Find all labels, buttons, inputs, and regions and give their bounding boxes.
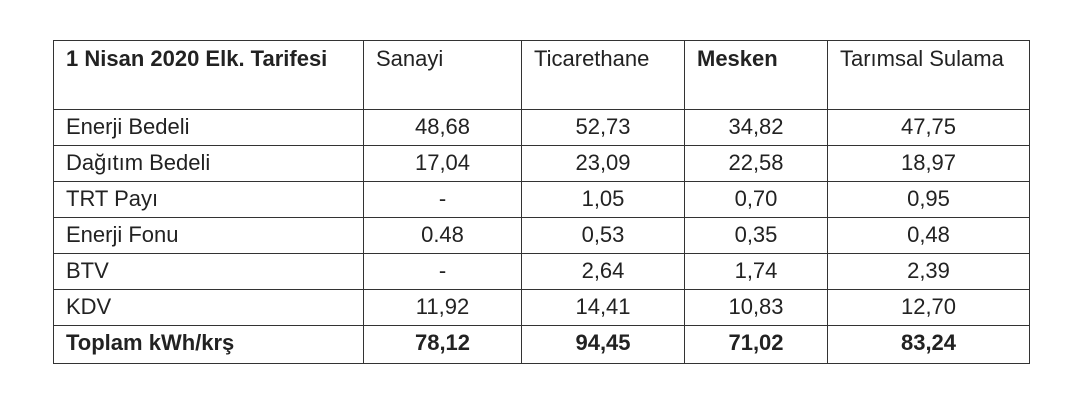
cell-value: 1,74: [684, 253, 828, 290]
table-header: 1 Nisan 2020 Elk. Tarifesi Sanayi Ticare…: [53, 40, 1030, 110]
table-row: TRT Payı - 1,05 0,70 0,95: [53, 181, 1030, 218]
cell-value: 18,97: [827, 145, 1030, 182]
cell-value: 10,83: [684, 289, 828, 326]
header-sanayi: Sanayi: [363, 40, 522, 110]
table-body: Enerji Bedeli 48,68 52,73 34,82 47,75 Da…: [53, 109, 1030, 364]
row-label: KDV: [53, 289, 364, 326]
cell-value: 0,53: [521, 217, 685, 254]
cell-value: 0,70: [684, 181, 828, 218]
total-label: Toplam kWh/krş: [53, 325, 364, 364]
header-row: 1 Nisan 2020 Elk. Tarifesi Sanayi Ticare…: [53, 40, 1030, 110]
total-value: 71,02: [684, 325, 828, 364]
table-row: Dağıtım Bedeli 17,04 23,09 22,58 18,97: [53, 145, 1030, 182]
row-label: TRT Payı: [53, 181, 364, 218]
table-row: KDV 11,92 14,41 10,83 12,70: [53, 289, 1030, 326]
total-value: 78,12: [363, 325, 522, 364]
table-row: Enerji Fonu 0.48 0,53 0,35 0,48: [53, 217, 1030, 254]
cell-value: 1,05: [521, 181, 685, 218]
cell-value: 23,09: [521, 145, 685, 182]
header-tarimsal-sulama: Tarımsal Sulama: [827, 40, 1030, 110]
row-label: BTV: [53, 253, 364, 290]
cell-value: 2,64: [521, 253, 685, 290]
total-value: 83,24: [827, 325, 1030, 364]
total-value: 94,45: [521, 325, 685, 364]
cell-value: -: [363, 181, 522, 218]
cell-value: 0,35: [684, 217, 828, 254]
cell-value: 48,68: [363, 109, 522, 146]
cell-value: 52,73: [521, 109, 685, 146]
header-mesken: Mesken: [684, 40, 828, 110]
cell-value: 0,48: [827, 217, 1030, 254]
row-label: Dağıtım Bedeli: [53, 145, 364, 182]
table-row: BTV - 2,64 1,74 2,39: [53, 253, 1030, 290]
cell-value: 14,41: [521, 289, 685, 326]
cell-value: 12,70: [827, 289, 1030, 326]
cell-value: 47,75: [827, 109, 1030, 146]
row-label: Enerji Fonu: [53, 217, 364, 254]
cell-value: 0,95: [827, 181, 1030, 218]
table-row: Enerji Bedeli 48,68 52,73 34,82 47,75: [53, 109, 1030, 146]
cell-value: -: [363, 253, 522, 290]
header-tariff-title: 1 Nisan 2020 Elk. Tarifesi: [53, 40, 364, 110]
row-label: Enerji Bedeli: [53, 109, 364, 146]
cell-value: 11,92: [363, 289, 522, 326]
cell-value: 0.48: [363, 217, 522, 254]
cell-value: 17,04: [363, 145, 522, 182]
cell-value: 34,82: [684, 109, 828, 146]
header-ticarethane: Ticarethane: [521, 40, 685, 110]
tariff-table: 1 Nisan 2020 Elk. Tarifesi Sanayi Ticare…: [53, 40, 1030, 364]
total-row: Toplam kWh/krş 78,12 94,45 71,02 83,24: [53, 325, 1030, 364]
cell-value: 22,58: [684, 145, 828, 182]
cell-value: 2,39: [827, 253, 1030, 290]
